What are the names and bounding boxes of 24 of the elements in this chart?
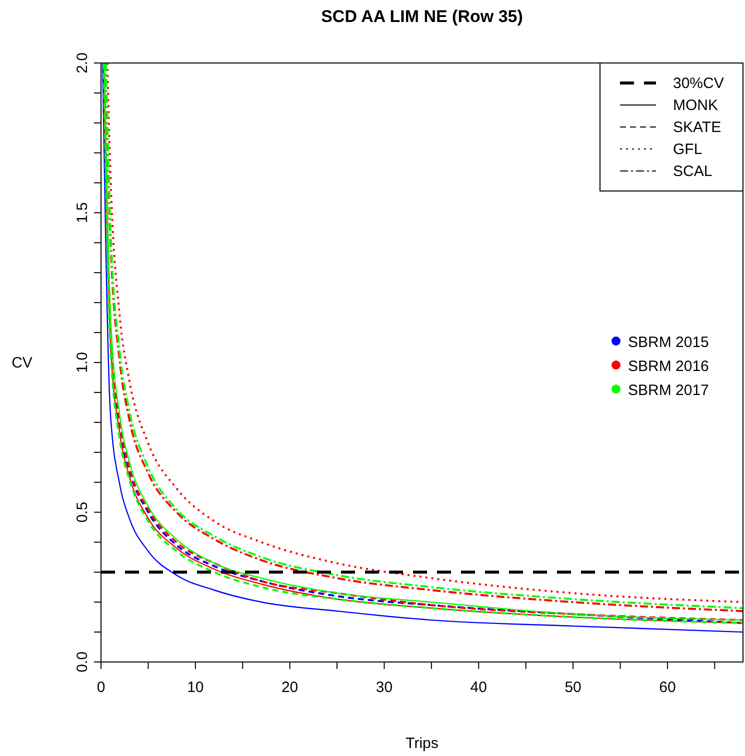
x-axis-title: Trips	[406, 735, 438, 752]
annotation: SCAL	[673, 163, 712, 180]
x-tick-label: 0	[96, 679, 106, 696]
annotation: SBRM 2017	[628, 382, 709, 399]
annotation: SKATE	[673, 119, 722, 136]
x-tick-label: 10	[187, 679, 204, 696]
x-tick-label: 50	[564, 679, 582, 696]
annotation: MONK	[673, 97, 718, 114]
y-tick-label: 0.0	[74, 652, 91, 672]
y-tick-label: 2.0	[74, 52, 91, 74]
chart-title: SCD AA LIM NE (Row 35)	[321, 7, 523, 26]
x-tick-label: 20	[281, 679, 298, 696]
x-tick-label: 40	[470, 679, 487, 696]
y-tick-label: 0.5	[74, 502, 91, 523]
legend-label: 30%CV	[673, 75, 724, 92]
y-tick-label: 1.0	[74, 352, 91, 373]
y-axis-title: CV	[12, 354, 32, 372]
annotation: GFL	[673, 141, 702, 158]
x-tick-label: 30	[376, 679, 393, 696]
year-legend: SBRM 2015 SBRM 2016 SBRM 2017	[612, 334, 709, 399]
annotation: SBRM 2016	[628, 358, 709, 375]
y-tick-label: 1.5	[74, 202, 91, 224]
annotation: SBRM 2015	[628, 334, 709, 351]
x-tick-label: 60	[659, 679, 676, 696]
